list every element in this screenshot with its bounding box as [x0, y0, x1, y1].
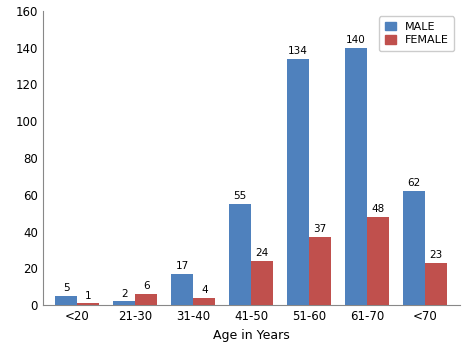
Text: 62: 62 — [407, 178, 420, 188]
Bar — [403, 191, 425, 305]
Bar — [171, 274, 193, 305]
Bar — [229, 204, 251, 305]
Text: 140: 140 — [346, 35, 366, 45]
Bar — [77, 303, 100, 305]
Text: 2: 2 — [121, 289, 128, 299]
X-axis label: Age in Years: Age in Years — [213, 328, 290, 341]
Bar — [367, 217, 389, 305]
Bar — [309, 237, 331, 305]
Bar — [251, 261, 273, 305]
Bar — [55, 296, 77, 305]
Bar — [345, 47, 367, 305]
Bar — [287, 59, 309, 305]
Bar — [193, 298, 215, 305]
Text: 24: 24 — [255, 248, 269, 258]
Text: 48: 48 — [372, 204, 385, 214]
Bar — [425, 263, 447, 305]
Bar — [136, 294, 157, 305]
Text: 5: 5 — [63, 283, 70, 293]
Text: 17: 17 — [176, 261, 189, 271]
Text: 6: 6 — [143, 281, 150, 292]
Text: 23: 23 — [429, 250, 443, 260]
Text: 4: 4 — [201, 285, 208, 295]
Legend: MALE, FEMALE: MALE, FEMALE — [379, 16, 454, 51]
Text: 37: 37 — [313, 224, 327, 234]
Text: 134: 134 — [288, 46, 308, 56]
Bar — [113, 302, 136, 305]
Text: 1: 1 — [85, 290, 92, 300]
Text: 55: 55 — [234, 191, 247, 201]
